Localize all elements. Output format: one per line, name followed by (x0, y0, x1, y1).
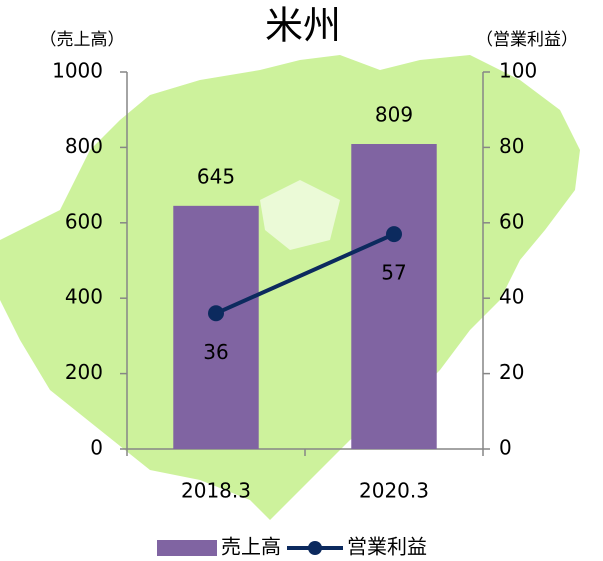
y-tick-label: 600 (65, 209, 103, 233)
bar-value-label: 809 (375, 103, 413, 127)
bar (173, 205, 259, 449)
y-tick-label: 200 (65, 360, 103, 384)
y-tick-label: 800 (65, 134, 103, 158)
line-marker (386, 226, 402, 243)
y2-tick-label: 20 (499, 360, 524, 384)
legend-label: 営業利益 (347, 535, 427, 559)
y2-tick-label: 80 (499, 134, 524, 158)
x-tick-label: 2018.3 (181, 479, 251, 503)
y2-tick-label: 60 (499, 209, 524, 233)
y-tick-label: 1000 (52, 59, 103, 83)
legend-marker (308, 541, 322, 555)
y-tick-label: 0 (90, 436, 103, 460)
line-value-label: 57 (381, 261, 406, 285)
bar (351, 144, 437, 449)
chart-title: 米州 (265, 4, 341, 48)
map-lake (260, 180, 340, 250)
y-axis-label: （売上高） (40, 30, 125, 50)
legend-swatch (157, 540, 217, 556)
x-tick-label: 2020.3 (359, 479, 429, 503)
y2-tick-label: 40 (499, 285, 524, 309)
line (215, 232, 395, 316)
y2-tick-label: 0 (499, 436, 512, 460)
bar-value-label: 645 (197, 164, 235, 188)
line-value-label: 36 (203, 340, 228, 364)
y2-axis-label: （営業利益） (476, 30, 578, 50)
line-marker (208, 305, 224, 322)
y-tick-label: 400 (65, 285, 103, 309)
legend-label: 売上高 (221, 535, 281, 559)
y2-tick-label: 100 (499, 59, 537, 83)
